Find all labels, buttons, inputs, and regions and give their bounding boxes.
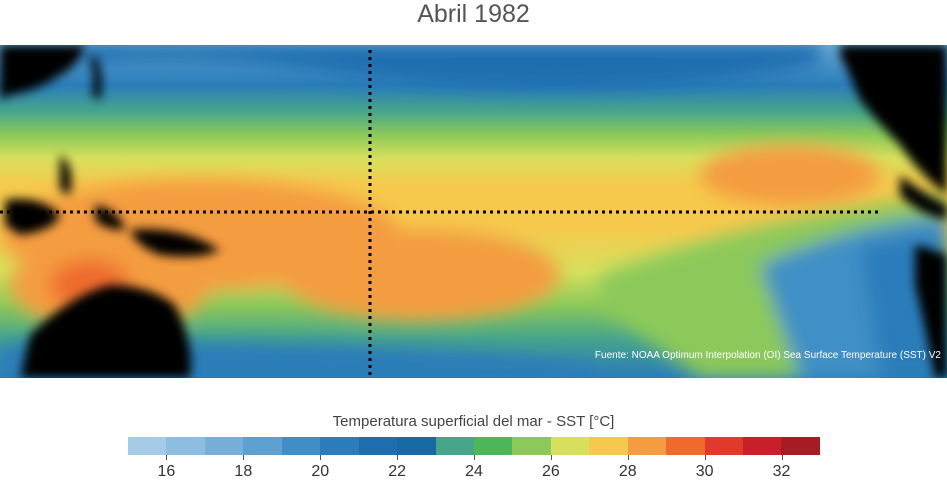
colorbar-tick-label: 30 — [695, 463, 714, 480]
colorbar-tick-label: 28 — [618, 463, 637, 480]
colorbar-segment — [666, 437, 705, 455]
colorbar-tick — [704, 455, 706, 460]
colorbar-segment — [704, 437, 743, 455]
colorbar-tick — [243, 455, 245, 460]
colorbar-tick — [397, 455, 399, 460]
colorbar-tick-label: 20 — [311, 463, 330, 480]
colorbar-tick — [781, 455, 783, 460]
colorbar-tick-label: 16 — [157, 463, 176, 480]
colorbar-segment — [781, 437, 820, 455]
colorbar-segment — [243, 437, 282, 455]
colorbar — [128, 437, 820, 455]
colorbar-tick — [320, 455, 322, 460]
colorbar-segment — [204, 437, 244, 455]
colorbar-tick-label: 32 — [772, 463, 791, 480]
colorbar-tick-label: 22 — [388, 463, 406, 480]
data-source-note: Fuente: NOAA Optimum Interpolation (OI) … — [594, 350, 941, 361]
colorbar-segment — [743, 437, 782, 455]
colorbar-segment — [320, 437, 359, 455]
colorbar-segment — [512, 437, 551, 455]
sst-map — [0, 45, 947, 378]
colorbar-tick — [166, 455, 168, 460]
colorbar-title: Temperatura superficial del mar - SST [°… — [332, 413, 615, 430]
colorbar-segment — [358, 437, 398, 455]
colorbar-segment — [627, 437, 667, 455]
land-masses — [0, 45, 947, 378]
temperature-field — [0, 45, 947, 378]
colorbar-tick-label: 24 — [465, 463, 483, 480]
colorbar-segment — [473, 437, 513, 455]
colorbar-segment — [281, 437, 321, 455]
colorbar-ticks: 16 18 20 22 24 26 28 30 32 — [0, 455, 947, 480]
colorbar-segment — [550, 437, 590, 455]
colorbar-tick — [627, 455, 629, 460]
colorbar-tick — [550, 455, 552, 460]
colorbar-segment — [589, 437, 628, 455]
map-title: Abril 1982 — [417, 0, 530, 28]
colorbar-segment — [397, 437, 436, 455]
colorbar-tick — [474, 455, 475, 460]
colorbar-segment — [435, 437, 474, 455]
colorbar-tick-label: 26 — [541, 463, 560, 480]
colorbar-segment — [166, 437, 205, 455]
colorbar-tick-label: 18 — [234, 463, 253, 480]
colorbar-segment — [128, 437, 167, 455]
